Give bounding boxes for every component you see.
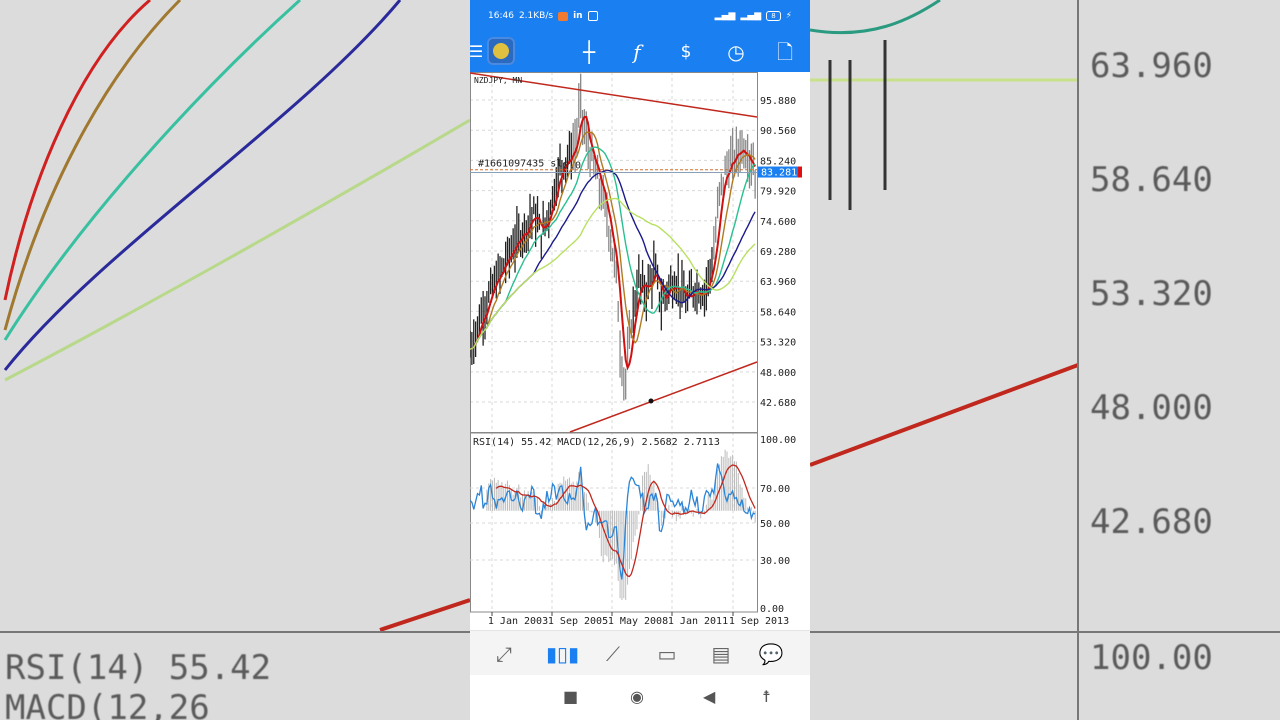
home-icon[interactable]: ◉ [630,687,644,706]
indicator-tick-label: 30.00 [760,556,790,567]
price-chart[interactable]: 95.880 90.560 85.240 79.920 74.600 69.280 63.9… [470,72,810,630]
price-tick-label: 74.600 [760,217,796,228]
background-chart-right [810,0,1280,720]
background-left: RSI(14) 55.42 MACD(12,26 [0,0,470,720]
indicators-icon[interactable]: f [633,40,641,64]
trendline-lower [569,361,758,433]
crosshair-icon[interactable]: ┼ [582,40,596,64]
status-bar: 16:46 2.1KB/s in ▂▄▆ ▂▄▆ 8 ⚡ [470,0,810,32]
background-price-label: 58.640 [1090,160,1213,200]
current-price-label: 83.281 [761,168,797,179]
news-icon[interactable]: ▤ [711,642,731,666]
trendline-anchor-point [648,398,654,404]
linkedin-icon: in [573,11,583,21]
price-tick-label: 95.880 [760,96,796,107]
date-tick-label: 1 May 2008 [608,616,668,627]
system-navigation: ■ ◉ ◀ ☨ [470,675,810,720]
back-icon[interactable]: ◀ [703,687,716,706]
moving-average-line [470,197,756,350]
notification-icon [558,11,569,21]
signal-icon: ▂▄▆ [714,11,736,21]
quotes-icon[interactable]: ⤢ [496,642,512,666]
price-tick-label: 42.680 [760,398,796,409]
phone-screen: 16:46 2.1KB/s in ▂▄▆ ▂▄▆ 8 ⚡ ☰ ┼ f $ ◷ 🗋… [470,0,810,720]
recent-apps-icon[interactable]: ■ [563,687,579,706]
status-time: 16:46 [488,11,514,21]
background-price-label: 63.960 [1090,46,1213,86]
indicator-label: RSI(14) 55.42 MACD(12,26,9) 2.5682 2.711… [473,437,720,448]
current-price-marker [798,166,802,178]
trade-icon[interactable]: $ [680,42,692,62]
chat-icon[interactable]: 💬 [758,642,784,666]
price-tick-label: 85.240 [760,156,796,167]
symbol-label: NZDJPY, MN [474,76,522,85]
background-price-label: 48.000 [1090,388,1213,428]
bottom-navigation: ⤢ ▮▯▮ ⟋ ▭ ▤ 💬 [470,630,810,675]
date-tick-label: 1 Jan 2011 [668,616,728,627]
date-tick-label: 1 Sep 2005 [548,616,608,627]
indicator-tick-label: 0.00 [760,604,784,615]
background-right: 63.960 58.640 53.320 48.000 42.680 100.0… [810,0,1280,720]
background-chart-left [0,0,470,633]
price-tick-label: 53.320 [760,338,796,349]
price-tick-label: 69.280 [760,247,796,258]
battery-icon: 8 [766,11,781,21]
rsi-line [470,463,756,580]
current-price-badge [758,166,798,178]
background-price-label: 53.320 [1090,274,1213,314]
app-logo-icon[interactable] [487,37,515,65]
indicator-tick-label: 50.00 [760,519,790,530]
telegram-icon [587,11,598,21]
toolbar: ☰ ┼ f $ ◷ 🗋 [470,32,810,72]
trade-icon[interactable]: ⟋ [606,642,620,666]
timeframe-clock-icon[interactable]: ◷ [727,40,745,64]
signal-icon: ▂▄▆ [740,11,762,21]
indicator-tick-label: 100.00 [760,435,796,446]
order-label: #1661097435 sl [478,159,562,170]
macd-signal-line [495,464,756,578]
background-price-label: 42.680 [1090,502,1213,542]
status-speed: 2.1KB/s [518,11,554,21]
new-order-icon[interactable]: 🗋 [776,40,794,64]
indicator-tick-label: 70.00 [760,484,790,495]
date-tick-label: 1 Jan 2003 [488,616,548,627]
history-inbox-icon[interactable]: ▭ [657,642,677,666]
background-price-label: 100.00 [1090,638,1213,678]
price-tick-label: 63.960 [760,277,796,288]
price-tick-label: 79.920 [760,187,796,198]
background-indicator-label: RSI(14) 55.42 MACD(12,26 [5,648,272,720]
moving-average-line [470,146,756,350]
date-tick-label: 1 Sep 2013 [729,616,789,627]
chart-icon[interactable]: ▮▯▮ [546,642,580,666]
menu-icon[interactable]: ☰ [470,42,484,61]
order-value: 0.0 [563,161,581,172]
charging-icon: ⚡ [785,11,792,21]
trendline-upper [470,72,758,118]
price-tick-label: 48.000 [760,368,796,379]
price-tick-label: 58.640 [760,307,796,318]
price-tick-label: 90.560 [760,126,796,137]
accessibility-icon[interactable]: ☨ [762,687,771,706]
